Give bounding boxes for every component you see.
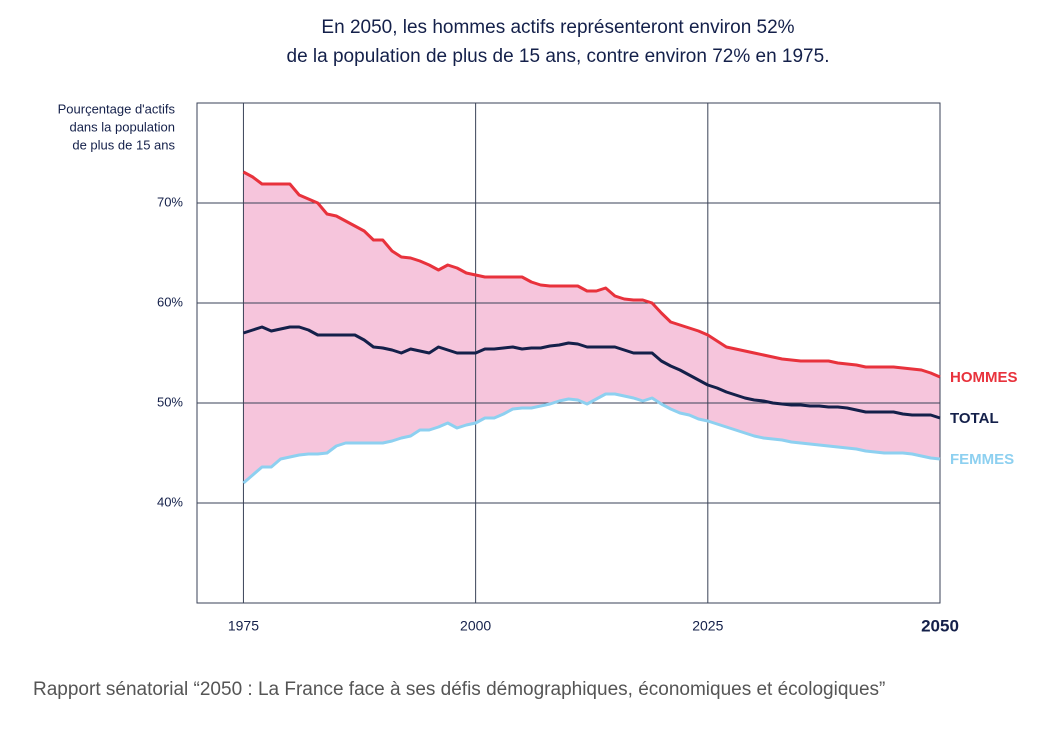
y-tick-label: 70% [157,194,183,209]
chart-title: de la population de plus de 15 ans, cont… [287,46,830,67]
y-tick-label: 40% [157,494,183,509]
legend-label: TOTAL [950,410,999,427]
y-axis-label: Pourçentage d'actifs [58,101,176,116]
legend-label: HOMMES [950,369,1018,386]
x-tick-label: 2000 [460,618,491,634]
y-axis-label: dans la population [69,119,175,134]
source-caption: Rapport sénatorial “2050 : La France fac… [33,679,885,700]
series-line [242,392,941,485]
x-tick-label: 2050 [921,616,959,635]
x-tick-label: 1975 [228,618,259,634]
chart-title: En 2050, les hommes actifs représenteron… [321,17,794,38]
series-line [242,325,941,420]
y-tick-label: 50% [157,394,183,409]
legend-label: FEMMES [950,451,1014,468]
x-tick-label: 2025 [692,618,723,634]
band-fill [243,172,940,483]
y-tick-label: 60% [157,294,183,309]
y-axis-label: de plus de 15 ans [72,137,175,152]
series-line [242,170,941,379]
